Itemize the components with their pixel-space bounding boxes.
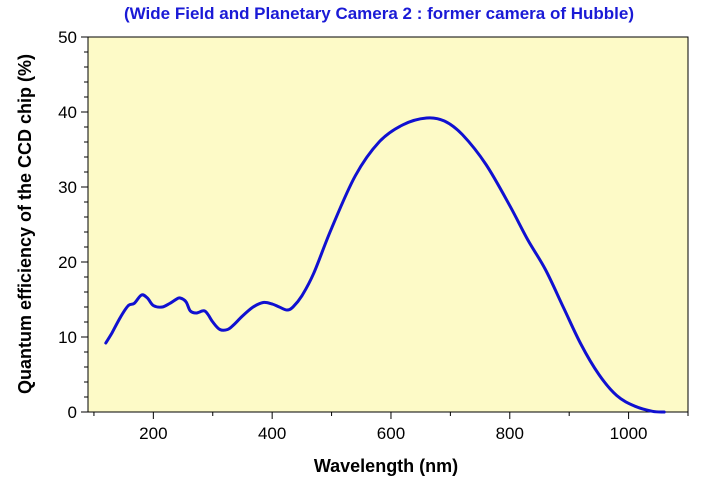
chart-title: (Wide Field and Planetary Camera 2 : for… [124,4,634,23]
y-tick-label: 0 [68,403,77,422]
x-axis: 200 400 600 800 1000 [93,412,689,443]
y-tick-label: 30 [58,178,77,197]
y-axis: 0 10 20 30 40 50 [58,28,88,422]
x-axis-label: Wavelength (nm) [314,456,458,476]
plot-area [87,36,689,413]
x-tick-label: 800 [496,424,524,443]
x-tick-label: 400 [258,424,286,443]
x-tick-label: 1000 [610,424,648,443]
x-tick-label: 600 [377,424,405,443]
y-tick-label: 10 [58,328,77,347]
y-axis-label: Quantum efficiency of the CCD chip (%) [15,54,35,394]
y-tick-label: 50 [58,28,77,47]
y-tick-label: 40 [58,103,77,122]
y-tick-label: 20 [58,253,77,272]
watermark-text: 知乎 @黄河边儿 [545,445,662,463]
x-tick-label: 200 [139,424,167,443]
series-line-qe [104,116,666,414]
